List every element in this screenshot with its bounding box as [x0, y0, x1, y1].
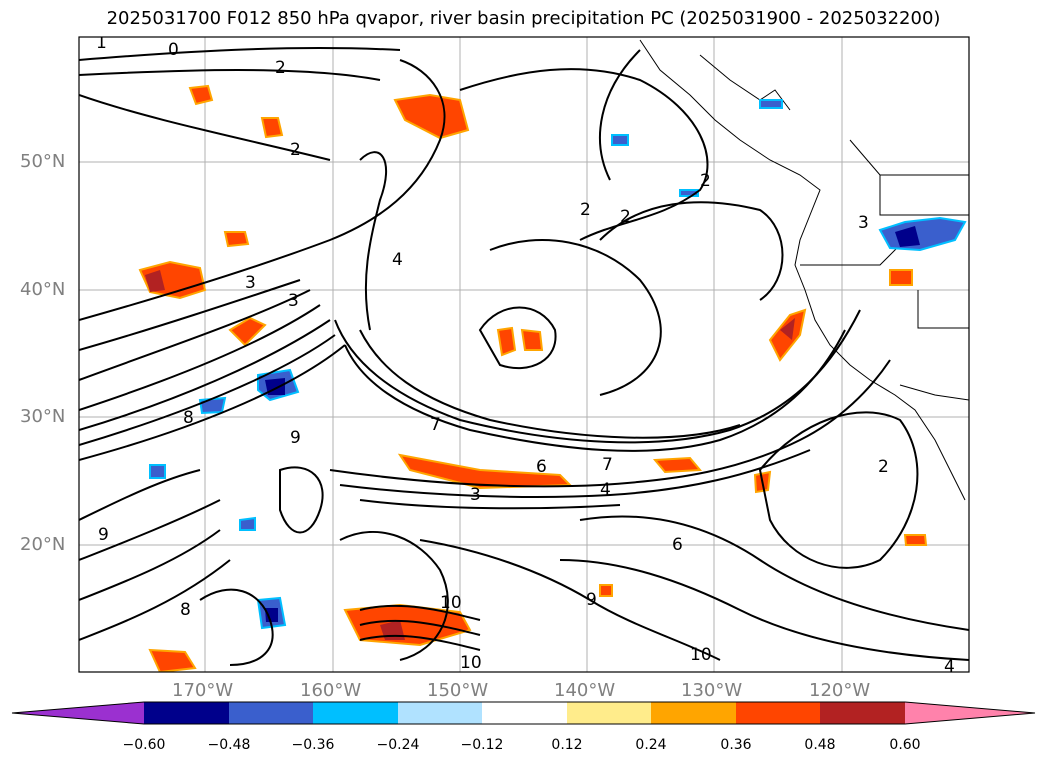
contour-label: 3 [288, 291, 299, 311]
contour-label: 2 [700, 171, 711, 191]
colorbar-tick-label: −0.48 [207, 737, 251, 753]
contour-label: 10 [440, 593, 462, 613]
colorbar [11, 701, 1036, 725]
qvapor-contours [79, 47, 969, 666]
contour-label: 8 [180, 600, 191, 620]
lon-label: 160°W [300, 680, 362, 701]
contour-label: 4 [944, 657, 955, 677]
colorbar-bin [313, 702, 398, 724]
contour-label: 1 [96, 33, 107, 53]
lat-label: 40°N [20, 279, 66, 300]
colorbar-bin [144, 702, 229, 724]
map-frame [78, 36, 970, 673]
lon-label: 130°W [681, 680, 743, 701]
lon-label: 140°W [554, 680, 616, 701]
contour-label: 0 [168, 40, 179, 60]
map-title: 2025031700 F012 850 hPa qvapor, river ba… [106, 8, 941, 29]
lat-label: 20°N [20, 534, 66, 555]
colorbar-tick-label: 0.24 [635, 737, 667, 753]
contour-label: 2 [620, 207, 631, 227]
colorbar-extend-low [12, 702, 144, 724]
contour-label: 2 [878, 457, 889, 477]
colorbar-tick-label: −0.36 [291, 737, 335, 753]
contour-label: 2 [290, 140, 301, 160]
contour-labels: 0 2 1 2 4 2 2 2 3 3 8 9 7 4 3 6 10 9 10 … [96, 33, 955, 677]
contour-label: 9 [290, 428, 301, 448]
colorbar-tick-label: −0.12 [460, 737, 504, 753]
colorbar-tick-label: 0.36 [720, 737, 752, 753]
contour-label: 3 [245, 273, 256, 293]
contour-label: 7 [430, 415, 441, 435]
contour-label: 4 [392, 250, 403, 270]
colorbar-tick-label: −0.24 [376, 737, 420, 753]
contour-label: 9 [98, 525, 109, 545]
contour-label: 2 [580, 200, 591, 220]
lon-label: 150°W [427, 680, 489, 701]
contour-label: 3 [858, 213, 869, 233]
colorbar-tick-label: 0.48 [804, 737, 836, 753]
colorbar-extend-high [905, 702, 1035, 724]
colorbar-bin [567, 702, 651, 724]
colorbar-bin [736, 702, 820, 724]
colorbar-bin [482, 702, 567, 724]
lat-label: 50°N [20, 151, 66, 172]
contour-label: 6 [672, 535, 683, 555]
colorbar-tick-label: −0.60 [122, 737, 166, 753]
map-plot-area: 0 2 1 2 4 2 2 2 3 3 8 9 7 4 3 6 10 9 10 … [79, 33, 969, 677]
contour-label: 7 [602, 455, 613, 475]
colorbar-bin [398, 702, 482, 724]
colorbar-tick-label: 0.12 [551, 737, 583, 753]
lon-label: 120°W [809, 680, 871, 701]
contour-label: 4 [600, 480, 611, 500]
colorbar-tick-label: 0.60 [889, 737, 921, 753]
contour-label: 10 [690, 645, 712, 665]
contour-label: 9 [586, 590, 597, 610]
contour-label: 6 [536, 457, 547, 477]
precip-anomaly-fills [138, 84, 967, 672]
contour-label: 2 [275, 58, 286, 78]
colorbar-bin [229, 702, 313, 724]
contour-label: 8 [183, 408, 194, 428]
colorbar-bin [820, 702, 905, 724]
lon-label: 170°W [172, 680, 234, 701]
contour-label: 3 [470, 485, 481, 505]
contour-label: 10 [460, 653, 482, 673]
lat-label: 30°N [20, 406, 66, 427]
colorbar-bin [651, 702, 736, 724]
